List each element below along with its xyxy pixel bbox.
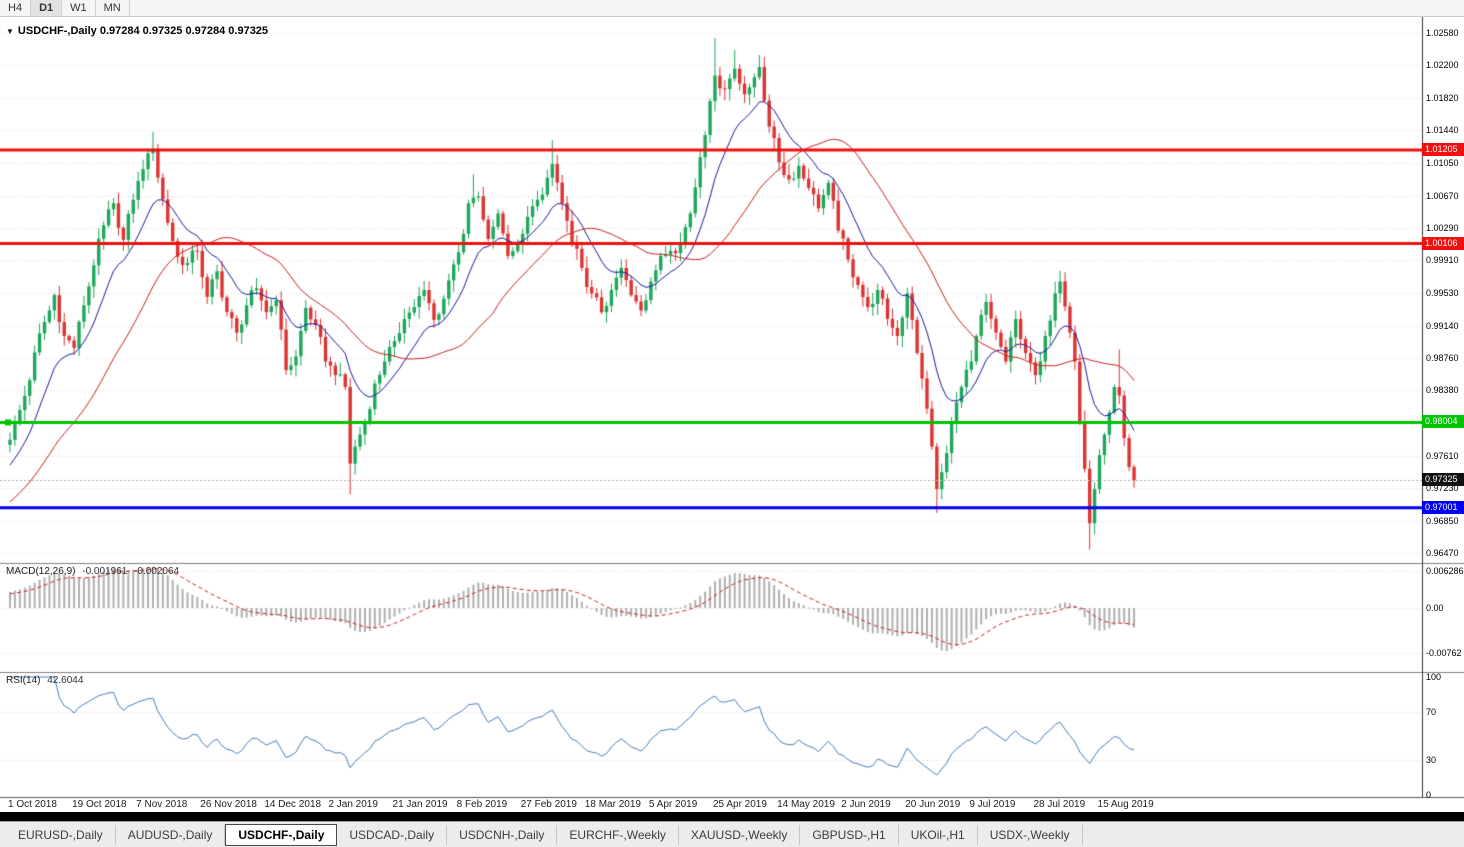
timeframe-button-d1[interactable]: D1 xyxy=(31,0,63,16)
chart-tab-gbpusd-h1[interactable]: GBPUSD-,H1 xyxy=(800,824,899,845)
chart-title-ohlc: 0.97284 0.97325 0.97284 0.97325 xyxy=(99,25,269,37)
x-axis-label: 18 Mar 2019 xyxy=(584,799,641,810)
chart-title-symbol: USDCHF-,Daily xyxy=(17,25,97,37)
chart-region: ▼ USDCHF-,Daily 0.97284 0.97325 0.97284 0… xyxy=(0,17,1464,812)
chart-tab-usdcnh-daily[interactable]: USDCNH-,Daily xyxy=(447,824,558,845)
x-axis-label: 28 Jul 2019 xyxy=(1033,799,1086,810)
chart-tab-eurchf-weekly[interactable]: EURCHF-,Weekly xyxy=(557,824,679,845)
x-axis-label: 14 Dec 2018 xyxy=(264,799,322,810)
x-axis-label: 2 Jun 2019 xyxy=(841,799,891,810)
x-axis-label: 15 Aug 2019 xyxy=(1097,799,1154,810)
macd-value-main: -0.001961 xyxy=(82,566,128,577)
chart-tabs-bar: EURUSD-,Daily AUDUSD-,Daily USDCHF-,Daily U… xyxy=(0,821,1464,847)
macd-value-signal: -0.002064 xyxy=(134,566,180,577)
x-axis-label: 2 Jan 2019 xyxy=(328,799,378,810)
chart-tab-audusd-daily[interactable]: AUDUSD-,Daily xyxy=(116,824,226,845)
x-axis-label: 25 Apr 2019 xyxy=(712,799,767,810)
rsi-value: 42.6044 xyxy=(47,675,84,686)
chart-tab-usdx-weekly[interactable]: USDX-,Weekly xyxy=(978,824,1083,845)
x-axis-label: 27 Feb 2019 xyxy=(520,799,577,810)
timeframe-button-mn[interactable]: MN xyxy=(96,0,130,16)
x-axis-label: 21 Jan 2019 xyxy=(392,799,448,810)
timeframe-toolbar: H4 D1 W1 MN xyxy=(0,0,1464,17)
timeframe-button-w1[interactable]: W1 xyxy=(62,0,96,16)
price-chart-canvas[interactable] xyxy=(0,17,1464,812)
x-axis-label: 14 May 2019 xyxy=(777,799,835,810)
x-axis-label: 8 Feb 2019 xyxy=(456,799,508,810)
chart-tab-xauusd-weekly[interactable]: XAUUSD-,Weekly xyxy=(679,824,801,845)
macd-name: MACD(12,26,9) xyxy=(6,566,76,577)
symbol-dropdown-icon[interactable]: ▼ xyxy=(6,27,14,36)
chart-tab-ukoil-h1[interactable]: UKOil-,H1 xyxy=(899,824,978,845)
x-axis-label: 7 Nov 2018 xyxy=(136,799,188,810)
chart-tab-usdcad-daily[interactable]: USDCAD-,Daily xyxy=(337,824,448,845)
chart-tab-eurusd-daily[interactable]: EURUSD-,Daily xyxy=(6,824,116,845)
time-axis[interactable]: 1 Oct 2018 19 Oct 2018 7 Nov 2018 26 Nov 20… xyxy=(0,797,1422,812)
rsi-name: RSI(14) xyxy=(6,675,41,686)
x-axis-label: 20 Jun 2019 xyxy=(905,799,961,810)
rsi-label: RSI(14) 42.6044 xyxy=(6,675,83,686)
x-axis-label: 5 Apr 2019 xyxy=(648,799,698,810)
x-axis-label: 1 Oct 2018 xyxy=(8,799,57,810)
x-axis-label: 19 Oct 2018 xyxy=(72,799,127,810)
x-axis-label: 26 Nov 2018 xyxy=(200,799,257,810)
chart-bottom-bar xyxy=(0,812,1464,821)
chart-tab-usdchf-daily[interactable]: USDCHF-,Daily xyxy=(225,823,338,846)
x-axis-label: 9 Jul 2019 xyxy=(969,799,1016,810)
chart-title: ▼ USDCHF-,Daily 0.97284 0.97325 0.97284 0… xyxy=(6,25,268,37)
macd-label: MACD(12,26,9) -0.001961 -0.002064 xyxy=(6,566,179,577)
timeframe-button-h4[interactable]: H4 xyxy=(0,0,32,16)
